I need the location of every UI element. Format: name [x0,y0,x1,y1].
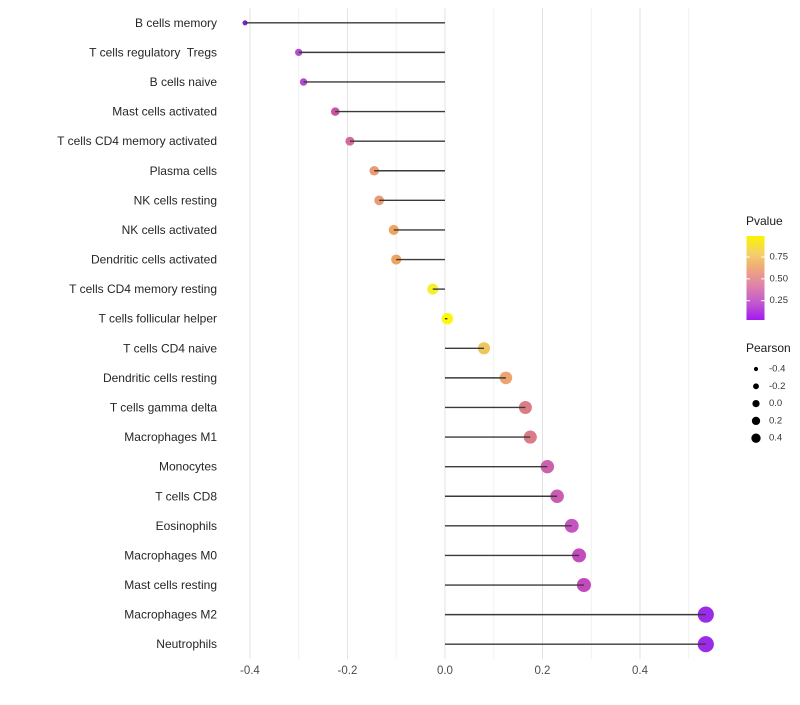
pvalue-colorbar [746,236,765,320]
pearson-legend-dot [752,399,760,408]
x-axis-tick-label: 0.2 [534,665,550,677]
pvalue-tick-label: 0.50 [770,273,789,284]
gridlines [249,8,690,659]
y-axis-label: Eosinophils [156,519,217,533]
y-axis-label: T cells gamma delta [110,400,217,414]
x-axis-tick-label: -0.2 [338,665,358,677]
y-axis-label: Neutrophils [156,637,217,651]
lollipop-stems [245,22,706,645]
pearson-legend-dot [751,416,761,426]
y-axis-label: Macrophages M2 [124,608,217,622]
y-axis-label: Plasma cells [150,164,217,178]
pvalue-legend-title: Pvalue [746,214,783,228]
pearson-legend-dot [753,366,759,372]
pearson-legend-label: 0.4 [769,433,782,444]
pearson-legend-dot [753,383,759,390]
pearson-legend-entries: -0.4 -0.2 0.0 0.2 0.4 [751,364,785,444]
pearson-legend-label: 0.0 [769,398,782,409]
y-axis-label: B cells naive [150,75,218,89]
pvalue-colorbar-ticks: 0.75 0.50 0.25 [746,252,789,306]
pearson-legend-label: 0.2 [769,415,782,426]
y-axis-label: Macrophages M0 [124,548,217,562]
y-axis-label: B cells memory [135,16,217,30]
y-axis-label: Mast cells activated [112,105,217,119]
y-axis-label: T cells CD4 memory activated [57,134,217,148]
pvalue-legend: Pvalue 0.75 0.50 0.25 [746,214,788,320]
y-axis-label: T cells follicular helper [99,312,218,326]
pvalue-tick-label: 0.25 [770,295,789,306]
y-axis-label: T cells regulatory Tregs [89,45,217,59]
y-axis-label: Dendritic cells resting [103,371,217,385]
pearson-legend-dot [751,433,761,443]
lollipop-dots [242,20,714,653]
y-axis-label: T cells CD4 memory resting [69,282,217,296]
pvalue-tick-label: 0.75 [770,252,789,263]
pearson-legend-label: -0.2 [769,381,785,392]
lollipop-dot [441,313,454,325]
lollipop-dot [242,20,248,26]
y-axis-label: NK cells resting [134,193,217,207]
x-axis-tick-labels: -0.4 -0.2 0.0 0.2 0.4 [240,665,649,677]
x-axis-tick-label: 0.4 [632,665,649,677]
y-axis-label: T cells CD4 naive [123,341,217,355]
pearson-legend-title: Pearson [746,341,791,355]
y-axis-label: Mast cells resting [124,578,217,592]
y-axis-label: NK cells activated [122,223,217,237]
y-axis-labels: B cells memory T cells regulatory Tregs B … [57,16,217,651]
y-axis-label: Dendritic cells activated [91,253,217,267]
y-axis-label: Macrophages M1 [124,430,217,444]
pearson-legend: Pearson -0.4 -0.2 0.0 0.2 0.4 [746,341,791,444]
pearson-legend-label: -0.4 [769,364,785,375]
y-axis-label: Monocytes [159,460,217,474]
y-axis-label: T cells CD8 [155,489,217,503]
x-axis-tick-label: 0.0 [437,665,453,677]
lollipop-dot [295,48,303,57]
x-axis-tick-label: -0.4 [240,665,260,677]
